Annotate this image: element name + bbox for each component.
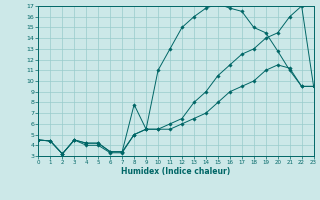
X-axis label: Humidex (Indice chaleur): Humidex (Indice chaleur) <box>121 167 231 176</box>
